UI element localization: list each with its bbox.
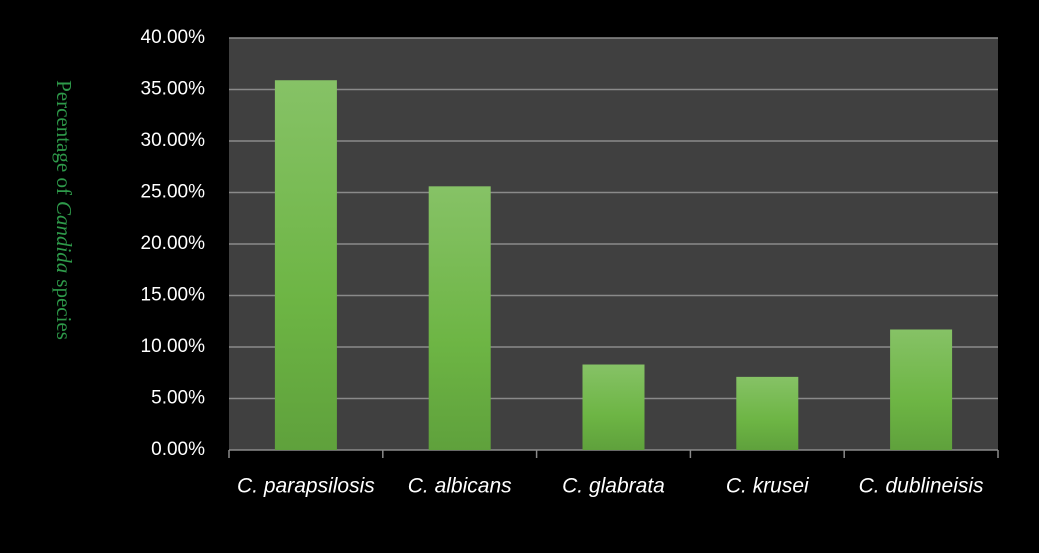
- y-tick-label: 40.00%: [141, 27, 206, 48]
- y-tick-label: 25.00%: [141, 182, 206, 203]
- y-label-part: Percentage of: [52, 80, 76, 195]
- bar: [582, 364, 645, 450]
- bar: [890, 329, 953, 450]
- x-tick-label: C. krusei: [726, 475, 810, 498]
- y-tick-label: 35.00%: [141, 79, 206, 100]
- y-label-part: species: [52, 279, 76, 340]
- x-tick-label: C. dublineisis: [859, 475, 984, 498]
- y-tick-label: 15.00%: [141, 285, 206, 306]
- y-tick-label: 0.00%: [151, 439, 205, 460]
- y-tick-label: 10.00%: [141, 336, 206, 357]
- x-tick-label: C. parapsilosis: [237, 475, 375, 498]
- y-tick-label: 20.00%: [141, 233, 206, 254]
- x-tick-label: C. glabrata: [562, 475, 665, 498]
- y-tick-label: 5.00%: [151, 388, 205, 409]
- y-tick-label: 30.00%: [141, 130, 206, 151]
- x-tick-label: C. albicans: [408, 475, 512, 498]
- bar: [274, 80, 337, 450]
- y-label-part: Candida: [52, 201, 76, 273]
- bar: [736, 376, 799, 450]
- y-axis-label: Percentage of Candida species: [52, 80, 76, 340]
- bar: [428, 186, 491, 450]
